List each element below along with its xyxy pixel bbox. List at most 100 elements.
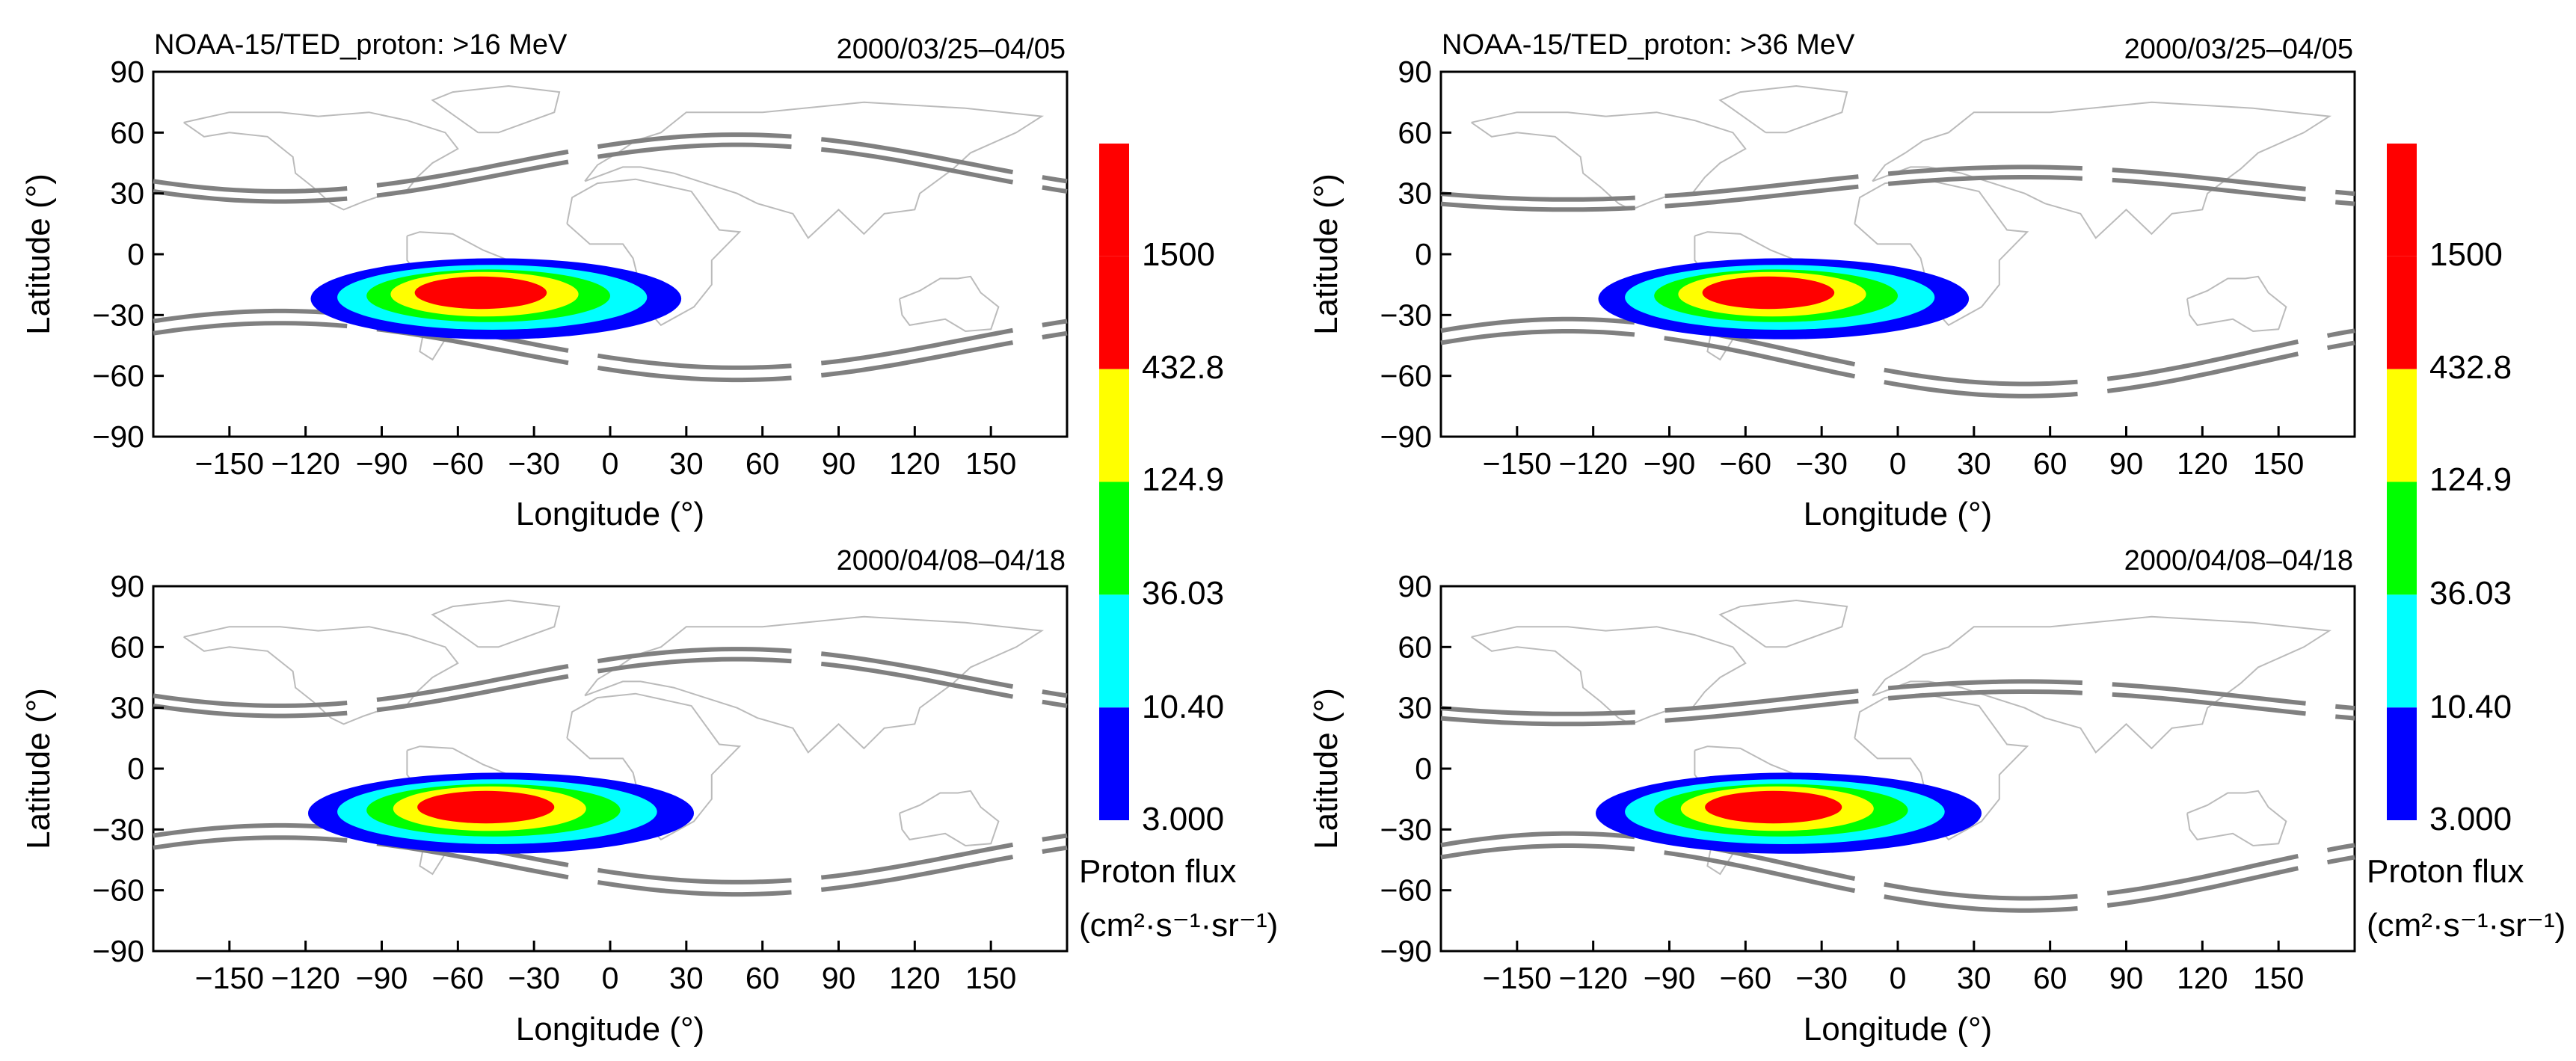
orbit-track — [1440, 175, 2355, 212]
colorbar-segment-0 — [2387, 707, 2417, 820]
colorbar-label: 10.40 — [1142, 689, 1224, 725]
x-tick-label: 30 — [1957, 961, 1991, 995]
orbit-track — [153, 308, 1068, 370]
colorbar-segment-3 — [2387, 369, 2417, 482]
panel-date: 2000/04/08–04/18 — [2124, 545, 2353, 576]
y-tick-label: 90 — [110, 55, 144, 89]
orbit-track — [1440, 329, 2355, 399]
y-tick-label: 0 — [1415, 751, 1432, 786]
panel-bottom-left: 2000/04/08–04/18 −150 −120 −90 −60 −30 0 30 60 9… — [20, 545, 1069, 1048]
colorbar-title: Proton flux — [1079, 853, 1236, 890]
coastline — [2186, 275, 2287, 333]
colorbar-segment-2 — [1099, 482, 1129, 595]
orbit-track — [153, 835, 1068, 897]
orbit-track — [1440, 689, 2355, 727]
x-tick-label: −120 — [271, 446, 339, 481]
colorbar-segment-1 — [2387, 594, 2417, 708]
orbit-track — [153, 142, 1068, 204]
y-tick-label: 90 — [1398, 569, 1432, 603]
x-tick-label: 0 — [602, 961, 619, 995]
y-tick-label: −30 — [92, 298, 144, 332]
panel-title: NOAA-15/TED_proton: >16 MeV — [154, 29, 568, 61]
y-tick-label: −90 — [92, 934, 144, 968]
colorbar-label: 432.8 — [1142, 349, 1224, 386]
colorbar-label: 10.40 — [2429, 689, 2512, 725]
saa-level-4 — [1705, 790, 1842, 824]
colorbar-label: 36.03 — [1142, 575, 1224, 612]
x-tick-label: −90 — [1644, 961, 1696, 995]
coastline — [1872, 101, 2332, 239]
x-tick-label: 90 — [2109, 446, 2144, 481]
x-tick-label: 0 — [1890, 961, 1907, 995]
x-tick-label: 60 — [746, 446, 780, 481]
panel-bottom-right: 2000/04/08–04/18 −150 −120 −90 −60 −30 0 30 60 9… — [1308, 545, 2356, 1048]
x-tick-label: 60 — [2033, 446, 2068, 481]
x-tick-label: −90 — [356, 961, 408, 995]
x-tick-label: −120 — [271, 961, 339, 995]
orbit-track — [1440, 679, 2355, 716]
y-tick-label: 0 — [127, 751, 144, 786]
coastline — [566, 178, 742, 327]
x-tick-label: 60 — [746, 961, 780, 995]
y-tick-label: −30 — [1380, 298, 1432, 332]
colorbar-label: 36.03 — [2429, 575, 2512, 612]
y-axis-label: Latitude (°) — [1308, 173, 1344, 335]
y-tick-label: 60 — [110, 115, 144, 150]
y-tick-label: −60 — [92, 873, 144, 908]
x-axis-label: Longitude (°) — [516, 496, 704, 532]
x-tick-label: −90 — [356, 446, 408, 481]
x-axis-label: Longitude (°) — [1804, 496, 1992, 532]
panel-top-left: NOAA-15/TED_proton: >16 MeV 2000/03/25–0… — [20, 29, 1069, 532]
panel-date: 2000/04/08–04/18 — [837, 545, 1066, 576]
x-tick-label: −120 — [1558, 446, 1627, 481]
x-tick-label: −60 — [1720, 961, 1772, 995]
saa-level-4 — [414, 276, 547, 310]
colorbar-segment-1 — [1099, 594, 1129, 708]
colorbar-label: 3.000 — [2429, 801, 2512, 837]
x-tick-label: −60 — [1720, 446, 1772, 481]
colorbar-segment-2 — [2387, 482, 2417, 595]
x-tick-label: 90 — [822, 446, 856, 481]
x-tick-label: 150 — [965, 961, 1016, 995]
coastline — [584, 101, 1045, 239]
coastline — [431, 84, 561, 134]
y-tick-label: 0 — [127, 237, 144, 271]
x-tick-label: 30 — [1957, 446, 1991, 481]
panel-date: 2000/03/25–04/05 — [837, 34, 1066, 65]
coastline — [431, 599, 561, 648]
plot-frame — [1439, 70, 2356, 438]
coastline — [566, 692, 742, 841]
panel-date: 2000/03/25–04/05 — [2124, 34, 2353, 65]
y-tick-label: −30 — [1380, 812, 1432, 846]
y-axis-label: Latitude (°) — [20, 173, 57, 335]
y-tick-label: 90 — [1398, 55, 1432, 89]
x-tick-label: −120 — [1558, 961, 1627, 995]
y-tick-label: 60 — [1398, 115, 1432, 150]
y-tick-label: 30 — [110, 691, 144, 725]
y-tick-label: −90 — [92, 419, 144, 454]
x-tick-label: −30 — [508, 446, 560, 481]
colorbar-right: 3.000 10.40 36.03 124.9 432.8 1500 Proto… — [2367, 144, 2566, 944]
orbit-track — [153, 132, 1068, 194]
y-tick-label: −60 — [1380, 359, 1432, 393]
colorbar-segment-5 — [1099, 144, 1129, 256]
y-tick-label: −30 — [92, 812, 144, 846]
colorbar-label: 124.9 — [2429, 461, 2512, 498]
y-tick-label: 30 — [1398, 176, 1432, 211]
x-tick-label: 150 — [965, 446, 1016, 481]
x-tick-label: −30 — [508, 961, 560, 995]
coastline — [1718, 599, 1848, 648]
y-tick-label: −60 — [1380, 873, 1432, 908]
x-tick-label: 0 — [1890, 446, 1907, 481]
colorbar-label: 3.000 — [1142, 801, 1224, 837]
x-tick-label: 120 — [889, 446, 940, 481]
x-tick-label: 120 — [889, 961, 940, 995]
orbit-track — [1440, 831, 2355, 901]
coastline — [1872, 615, 2332, 754]
x-tick-label: −30 — [1795, 446, 1848, 481]
x-axis-label: Longitude (°) — [516, 1011, 704, 1048]
x-tick-label: 0 — [602, 446, 619, 481]
colorbar-segment-4 — [1099, 256, 1129, 369]
orbit-track — [153, 656, 1068, 719]
plot-frame — [152, 585, 1069, 953]
